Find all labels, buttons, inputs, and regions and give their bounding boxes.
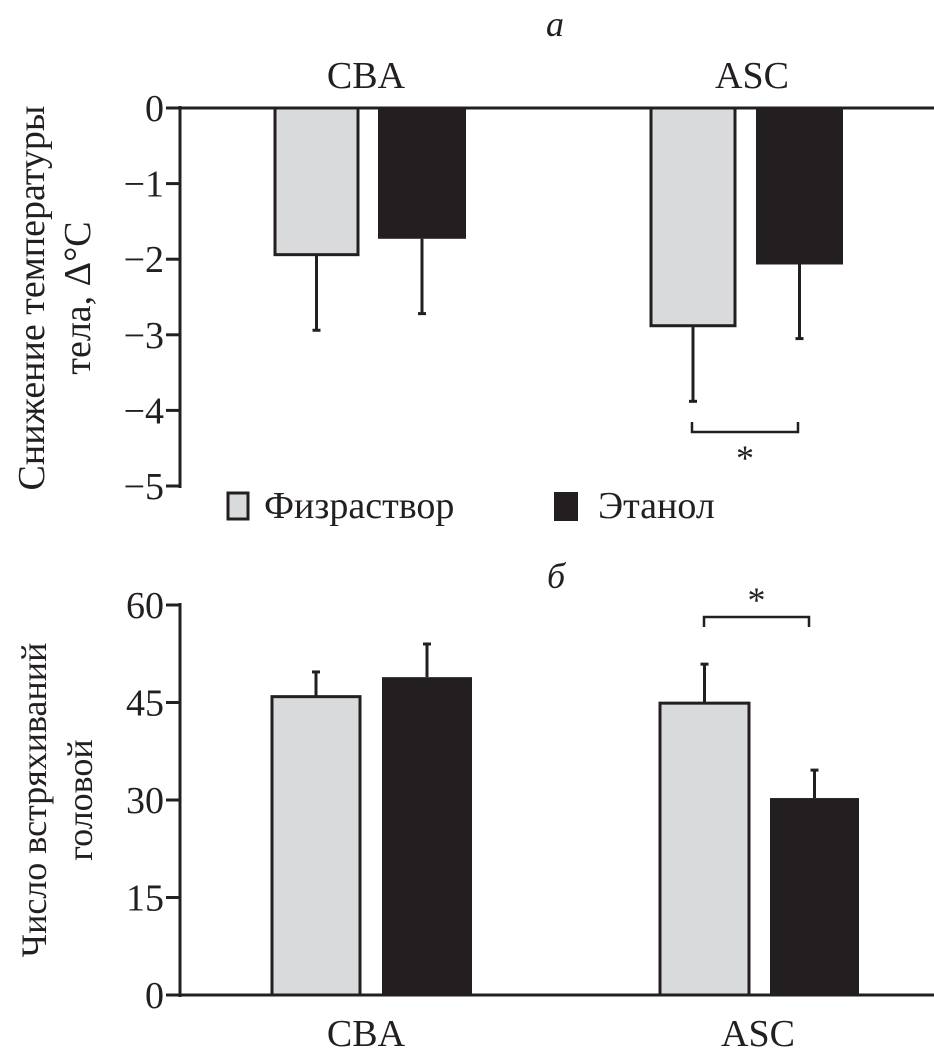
legend-swatch-saline bbox=[226, 491, 250, 521]
panel-b-category-asc: ASC bbox=[721, 1013, 795, 1055]
panel-b-category-cba: CBA bbox=[327, 1013, 406, 1055]
legend-label-ethanol: Этанол bbox=[598, 485, 715, 527]
panel-a-label: а bbox=[546, 4, 564, 44]
panel-b-bar-asc-ethanol bbox=[770, 798, 859, 995]
legend-swatch-ethanol bbox=[554, 492, 578, 521]
panel-b-y-tick-label: 30 bbox=[126, 780, 164, 822]
panel-a-category-asc: ASC bbox=[715, 55, 789, 97]
panel-b-y-tick-label: 0 bbox=[145, 975, 164, 1017]
panel-b-ylabel-line1: Число встряхиваний bbox=[14, 643, 54, 958]
panel-a-y-tick-label: −2 bbox=[124, 239, 164, 281]
panel-a-y-tick-label: −3 bbox=[124, 315, 164, 357]
panel-b-y-tick-label: 15 bbox=[126, 878, 164, 920]
panel-a-bar-asc-ethanol bbox=[756, 108, 843, 265]
panel-a-bar-cba-saline bbox=[273, 106, 360, 257]
panel-b-bar-cba-saline bbox=[270, 695, 362, 997]
panel-b-significance-bracket bbox=[702, 615, 811, 627]
panel-a-y-tick-label: −5 bbox=[124, 466, 164, 508]
panel-a-ylabel-line2: тела, Δ°C bbox=[57, 221, 99, 374]
panel-b-ylabel-line2: головой bbox=[60, 739, 100, 860]
panel-a-ylabel-line1: Снижение температуры bbox=[11, 106, 53, 491]
panel-a-bar-cba-ethanol bbox=[378, 108, 466, 239]
panel-b-label: б bbox=[547, 556, 567, 596]
panel-a-category-cba: CBA bbox=[327, 55, 406, 97]
panel-a-significance-bracket bbox=[690, 422, 800, 434]
panel-b-y-tick-label: 45 bbox=[126, 683, 164, 725]
panel-a-y-tick-label: 0 bbox=[145, 88, 164, 130]
panel-a-bar-asc-saline bbox=[649, 106, 737, 328]
legend-label-saline: Физраствор bbox=[264, 485, 454, 527]
panel-a-y-tick-label: −1 bbox=[124, 164, 164, 206]
panel-a-significance-star: * bbox=[736, 438, 754, 478]
panel-b-bar-cba-ethanol bbox=[382, 677, 472, 995]
panel-a-y-tick-label: −4 bbox=[124, 390, 164, 432]
panel-b-y-tick-label: 60 bbox=[126, 585, 164, 627]
panel-b-bar-asc-saline bbox=[658, 701, 751, 997]
panel-b-significance-star: * bbox=[748, 580, 766, 620]
